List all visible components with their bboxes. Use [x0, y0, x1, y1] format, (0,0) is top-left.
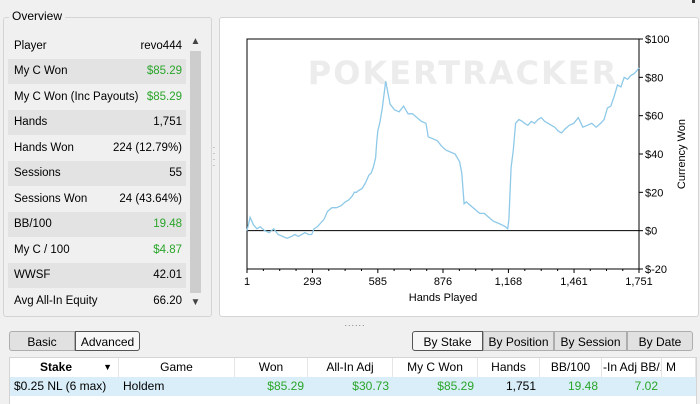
column-header-hands[interactable]: Hands [478, 358, 540, 377]
stat-row[interactable]: My C Won $85.29 [8, 58, 186, 84]
stats-table: Stake ▼ Game Won All-In Adj My C Won Hand… [9, 357, 697, 404]
cell-my-c-won: $85.29 [437, 379, 474, 393]
stat-row[interactable]: Sessions 55 [8, 160, 186, 186]
stat-value: 1,751 [153, 116, 182, 129]
y-tick-label: $40 [645, 149, 663, 161]
by-stake-button[interactable]: By Stake [412, 331, 483, 351]
column-header-m[interactable]: M [662, 358, 696, 377]
stat-label: Hands [14, 116, 48, 129]
stat-value: $85.29 [146, 65, 182, 78]
x-tick-label: 1,461 [560, 276, 588, 288]
stat-row[interactable]: Hands 1,751 [8, 109, 186, 135]
stat-value: 55 [169, 167, 182, 180]
column-header-bb-100[interactable]: BB/100 [540, 358, 602, 377]
stat-row[interactable]: My C / 100 $4.87 [8, 237, 186, 263]
stat-row[interactable]: Avg All-In Equity 66.20 [8, 288, 186, 314]
by-date-button[interactable]: By Date [627, 331, 693, 351]
stat-label: WWSF [14, 269, 51, 282]
window-edge-mark [692, 0, 695, 3]
stat-label: Avg All-In Equity [14, 294, 98, 307]
x-tick-label: 1,751 [625, 276, 653, 288]
overview-stats-list: Player revo444 My C Won $85.29 My C Won (Inc… [8, 33, 186, 314]
stat-value: $85.29 [146, 90, 182, 103]
column-header-game[interactable]: Game [119, 358, 235, 377]
column-header-all-in-adj-bb-100[interactable]: -In Adj BB/1 [602, 358, 662, 377]
watermark-text: POKERTRACKER [308, 54, 619, 92]
stat-row[interactable]: WWSF 42.01 [8, 262, 186, 288]
series-line [246, 67, 640, 240]
cell-hands: 1,751 [505, 379, 536, 393]
cell-game: Holdem [123, 379, 165, 393]
chevron-up-icon[interactable]: ▲ [190, 36, 201, 47]
column-header-stake[interactable]: Stake ▼ [10, 358, 119, 377]
column-header-all-in-adj[interactable]: All-In Adj [308, 358, 393, 377]
stat-label: My C Won (Inc Payouts) [14, 90, 139, 103]
stat-label: Player [14, 39, 47, 52]
x-tick-label: 876 [434, 276, 452, 288]
stat-label: Sessions Won [14, 192, 88, 205]
stat-value: $4.87 [153, 243, 182, 256]
stat-value: revo444 [140, 39, 182, 52]
table-row[interactable]: $0.25 NL (6 max) Holdem $85.29 $30.73 $8… [10, 377, 696, 396]
x-tick-label: 293 [303, 276, 321, 288]
overview-title: Overview [9, 9, 66, 23]
stat-row[interactable]: BB/100 19.48 [8, 211, 186, 237]
stat-row[interactable]: Hands Won 224 (12.79%) [8, 135, 186, 161]
stat-label: Hands Won [14, 141, 74, 154]
cell-all-in-adj-bb-100: 7.02 [634, 379, 658, 393]
advanced-view-button[interactable]: Advanced [75, 331, 140, 351]
stat-row[interactable]: Player revo444 [8, 33, 186, 59]
table-header-row: Stake ▼ Game Won All-In Adj My C Won Hand… [10, 358, 696, 378]
scrollbar-thumb[interactable] [190, 51, 201, 293]
by-position-button[interactable]: By Position [483, 331, 554, 351]
by-session-button[interactable]: By Session [554, 331, 627, 351]
y-tick-label: $20 [645, 187, 663, 199]
horizontal-splitter-grip[interactable]: ...... [344, 318, 366, 328]
y-tick-label: $100 [645, 34, 669, 46]
column-header-won[interactable]: Won [235, 358, 308, 377]
stat-label: My C Won [14, 65, 68, 78]
stat-row[interactable]: My C Won (Inc Payouts) $85.29 [8, 84, 186, 110]
cell-bb-100: 19.48 [567, 379, 598, 393]
graph-panel: POKERTRACKER $100 $80 $60 $40 $20 $0 $-20 1 293 58… [219, 17, 699, 317]
overview-scrollbar[interactable]: ▲ ▼ [187, 33, 204, 313]
chevron-down-icon[interactable]: ▼ [190, 297, 201, 308]
y-tick-label: $0 [645, 226, 657, 238]
vertical-splitter-grip[interactable]: · · · · [212, 143, 216, 170]
y-axis-label: Currency Won [676, 119, 688, 189]
x-tick-label: 585 [369, 276, 387, 288]
cell-won: $85.29 [267, 379, 304, 393]
stat-value: 224 (12.79%) [112, 141, 182, 154]
stat-value: 66.20 [153, 294, 182, 307]
basic-view-button[interactable]: Basic [9, 331, 75, 351]
chevron-down-icon: ▼ [103, 362, 112, 372]
cell-all-in-adj: $30.73 [352, 379, 389, 393]
y-tick-label: $80 [645, 72, 663, 84]
stat-value: 24 (43.64%) [119, 192, 182, 205]
stat-label: BB/100 [14, 218, 52, 231]
column-header-my-c-won[interactable]: My C Won [393, 358, 478, 377]
stat-label: My C / 100 [14, 243, 70, 256]
stat-row[interactable]: Sessions Won 24 (43.64%) [8, 186, 186, 212]
stat-label: Sessions [14, 167, 61, 180]
cell-stake: $0.25 NL (6 max) [14, 379, 107, 393]
x-tick-label: 1 [244, 276, 250, 288]
y-tick-label: $60 [645, 111, 663, 123]
stat-value: 42.01 [153, 269, 182, 282]
x-tick-label: 1,168 [495, 276, 523, 288]
stat-value: 19.48 [153, 218, 182, 231]
x-axis-label: Hands Played [409, 292, 478, 304]
cell-m [662, 377, 696, 396]
currency-won-chart: POKERTRACKER $100 $80 $60 $40 $20 $0 $-20 1 293 58… [244, 34, 688, 304]
y-tick-label: $-20 [645, 264, 667, 276]
